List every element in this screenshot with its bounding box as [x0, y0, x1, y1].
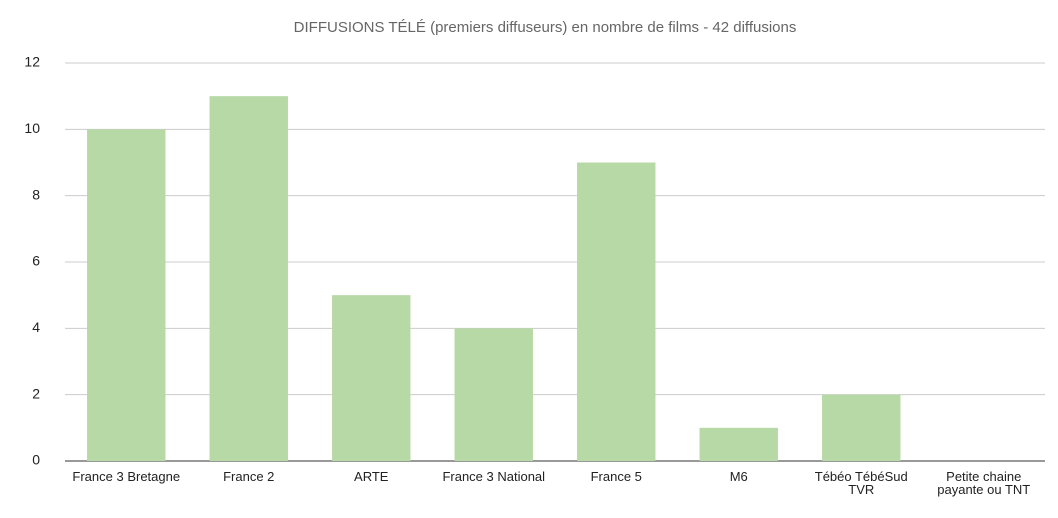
bar — [699, 427, 778, 461]
y-tick-label: 2 — [32, 385, 40, 401]
x-tick-label: France 5 — [590, 469, 642, 484]
bar — [332, 295, 411, 461]
bar — [209, 96, 288, 462]
y-tick-label: 8 — [32, 186, 40, 202]
bar — [577, 162, 656, 461]
y-tick-label: 12 — [24, 54, 40, 70]
y-tick-label: 4 — [32, 319, 40, 335]
x-tick-label: Petite chaine payante ou TNT — [937, 469, 1031, 497]
x-tick-label: Tébéo TébéSud TVR — [814, 469, 908, 497]
bar — [87, 129, 166, 462]
x-tick-label: France 2 — [223, 469, 275, 484]
y-tick-label: 6 — [32, 253, 40, 269]
bar — [822, 394, 901, 461]
chart-title: DIFFUSIONS TÉLÉ (premiers diffuseurs) en… — [294, 19, 797, 36]
x-tick-label: France 3 National — [442, 469, 546, 484]
x-tick-label: M6 — [729, 469, 748, 484]
y-tick-label: 0 — [32, 452, 40, 468]
y-tick-label: 10 — [24, 120, 40, 136]
bar — [454, 328, 533, 461]
x-tick-label: France 3 Bretagne — [72, 469, 181, 484]
x-tick-label: ARTE — [354, 469, 389, 484]
